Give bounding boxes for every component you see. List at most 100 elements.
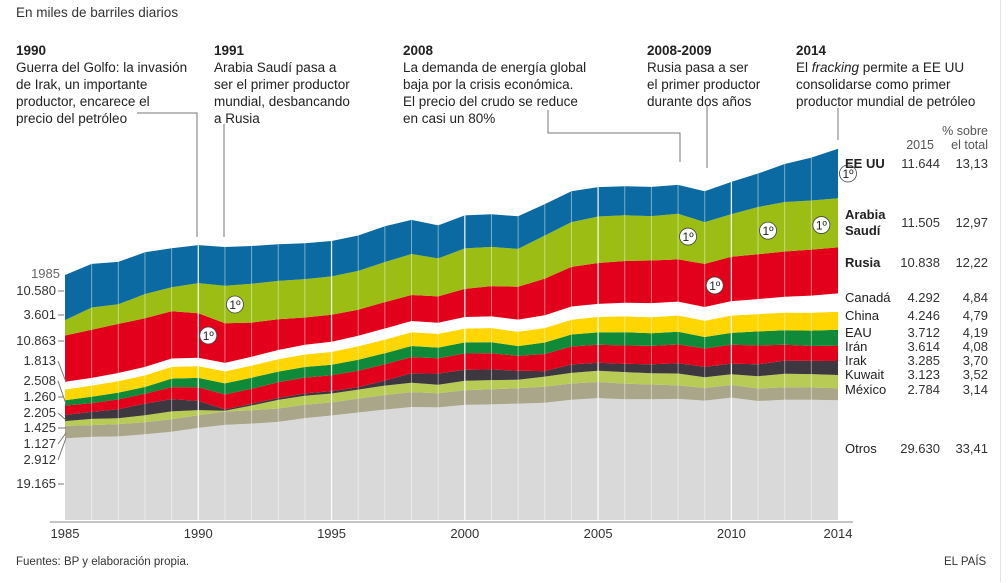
first-place-marker: 1º: [759, 221, 777, 240]
left-value-label: 2.205: [23, 405, 56, 420]
annotation-line: mundial, desbancando: [214, 94, 350, 109]
left-value-label: 1.260: [23, 389, 56, 404]
first-place-label: 1º: [683, 230, 695, 244]
annotation-line: a Rusia: [214, 111, 260, 126]
legend-pct-arabia-saudi: 12,97: [955, 215, 988, 230]
area-ir-n: [65, 344, 838, 415]
left-label-tick: [57, 360, 67, 383]
leader-line-1990: [137, 112, 198, 237]
annotation-line: productor mundial de petróleo: [796, 94, 976, 109]
annotation-line: precio del petróleo: [16, 111, 128, 126]
legend-pct-irak: 3,70: [962, 353, 988, 368]
first-place-marker: 1º: [812, 216, 831, 234]
left-value-label: 1.425: [23, 420, 56, 435]
first-place-label: 1º: [842, 167, 854, 181]
annotation-line: El fracking permite a EE UU: [796, 60, 965, 75]
first-place-label: 1º: [763, 224, 775, 238]
year-header: 2015: [906, 138, 934, 152]
left-value-label: 2.508: [23, 373, 56, 388]
year-gridlines: [91, 157, 812, 520]
area-otros: [65, 397, 838, 520]
legend-value-arabia-saudi: 11.505: [901, 215, 940, 230]
legend-value-otros: 29.630: [900, 441, 940, 456]
first-place-label: 1º: [709, 279, 721, 293]
annotation-2008-2009: 2008-2009 Rusia pasa a ser el primer pro…: [647, 42, 760, 110]
left-value-label: 10.580: [16, 283, 56, 298]
annotation-year: 2008-2009: [647, 43, 712, 58]
left-label-ticks: [57, 290, 67, 485]
area-m-xico: [65, 382, 838, 439]
first-place-marker: 1º: [226, 295, 244, 314]
annotation-year: 1991: [214, 43, 245, 58]
left-label-tick: [57, 412, 67, 421]
legend-value-irak: 3.285: [907, 353, 940, 368]
legend-pct-iran: 4,08: [962, 339, 988, 354]
legend-pct-canada: 4,84: [962, 290, 988, 305]
pct-header-line2: el total: [951, 138, 988, 152]
annotation-year: 2008: [403, 43, 434, 58]
left-value-label: 3.601: [23, 307, 56, 322]
annotation-line: Arabia Saudí pasa a: [214, 60, 337, 75]
legend-pct-rusia: 12,22: [955, 255, 988, 270]
left-value-label: 1.127: [23, 436, 56, 451]
annotation-line: El precio del crudo se reduce: [403, 94, 578, 109]
annotation-line: durante dos años: [647, 94, 752, 109]
first-place-markers: 1º 1º 1º 1º 1º 1º 1º: [199, 164, 857, 345]
legend-value-mexico: 2.784: [907, 382, 940, 397]
legend-value-iran: 3.614: [907, 339, 940, 354]
area-arabia-saud-: [65, 198, 838, 336]
x-tick-label: 2014: [823, 526, 853, 541]
area-ee-uu: [65, 148, 838, 321]
area-eau: [65, 329, 838, 406]
legend-value-canada: 4.292: [907, 290, 940, 305]
legend-label-eau: EAU: [845, 325, 872, 340]
left-label-tick: [57, 437, 67, 461]
area-irak: [65, 360, 838, 422]
legend-pct-otros: 33,41: [955, 441, 988, 456]
annotation-line: consolidarse como primer: [796, 77, 951, 92]
source-note: Fuentes: BP y elaboración propia.: [16, 556, 190, 568]
x-tick-label: 2005: [583, 526, 613, 541]
annotation-year: 2014: [796, 43, 827, 58]
x-tick-label: 1985: [50, 526, 80, 541]
legend-label-line: Arabia: [845, 207, 886, 222]
first-place-marker: 1º: [679, 227, 697, 246]
annotation-1991: 1991 Arabia Saudí pasa a ser el primer p…: [214, 42, 350, 127]
annotation-line: de Irak, un importante: [16, 77, 148, 92]
legend-value-kuwait: 3.123: [907, 367, 940, 382]
legend-value-ee-uu: 11.644: [901, 156, 940, 171]
legend-label-canada: Canadá: [845, 290, 891, 305]
annotation-leader-lines: [137, 106, 839, 237]
x-tick-label: 1990: [183, 526, 213, 541]
annotation-line: en casi un 80%: [403, 111, 496, 126]
annotation-line: Guerra del Golfo: la invasión: [16, 60, 188, 75]
left-value-label: 2.912: [23, 452, 56, 467]
brand-label: EL PAÍS: [944, 556, 987, 568]
legend-label-china: China: [845, 308, 879, 323]
first-place-label: 1º: [816, 219, 828, 233]
pct-header-line1: % sobre: [942, 124, 988, 138]
chart-subtitle: En miles de barriles diarios: [16, 5, 179, 20]
legend-label-arabia-saudi: Arabia Saudí: [845, 207, 885, 239]
left-label-tick: [57, 380, 67, 405]
annotation-line: Rusia pasa a ser: [647, 60, 749, 75]
x-tick-label: 2000: [450, 526, 480, 541]
annotation-line: baja por la crisis económica.: [403, 77, 574, 92]
area-canad-: [65, 293, 838, 390]
legend-value-rusia: 10.838: [900, 255, 940, 270]
legend-pct-mexico: 3,14: [962, 382, 988, 397]
legend-label-mexico: México: [845, 382, 887, 397]
area-china: [65, 311, 838, 401]
legend-pct-kuwait: 3,52: [962, 367, 988, 382]
legend-pct-ee-uu: 13,13: [955, 156, 988, 171]
area-layer: [65, 148, 838, 520]
annotation-1990: 1990 Guerra del Golfo: la invasión de Ir…: [16, 42, 187, 127]
annotation-2008: 2008 La demanda de energía global baja p…: [403, 42, 586, 127]
annotation-line: el primer productor: [647, 77, 761, 92]
legend-label-iran: Irán: [845, 339, 868, 354]
annotation-line: La demanda de energía global: [403, 60, 587, 75]
legend-label-line: Saudí: [845, 223, 881, 238]
first-place-marker: 1º: [705, 276, 724, 295]
